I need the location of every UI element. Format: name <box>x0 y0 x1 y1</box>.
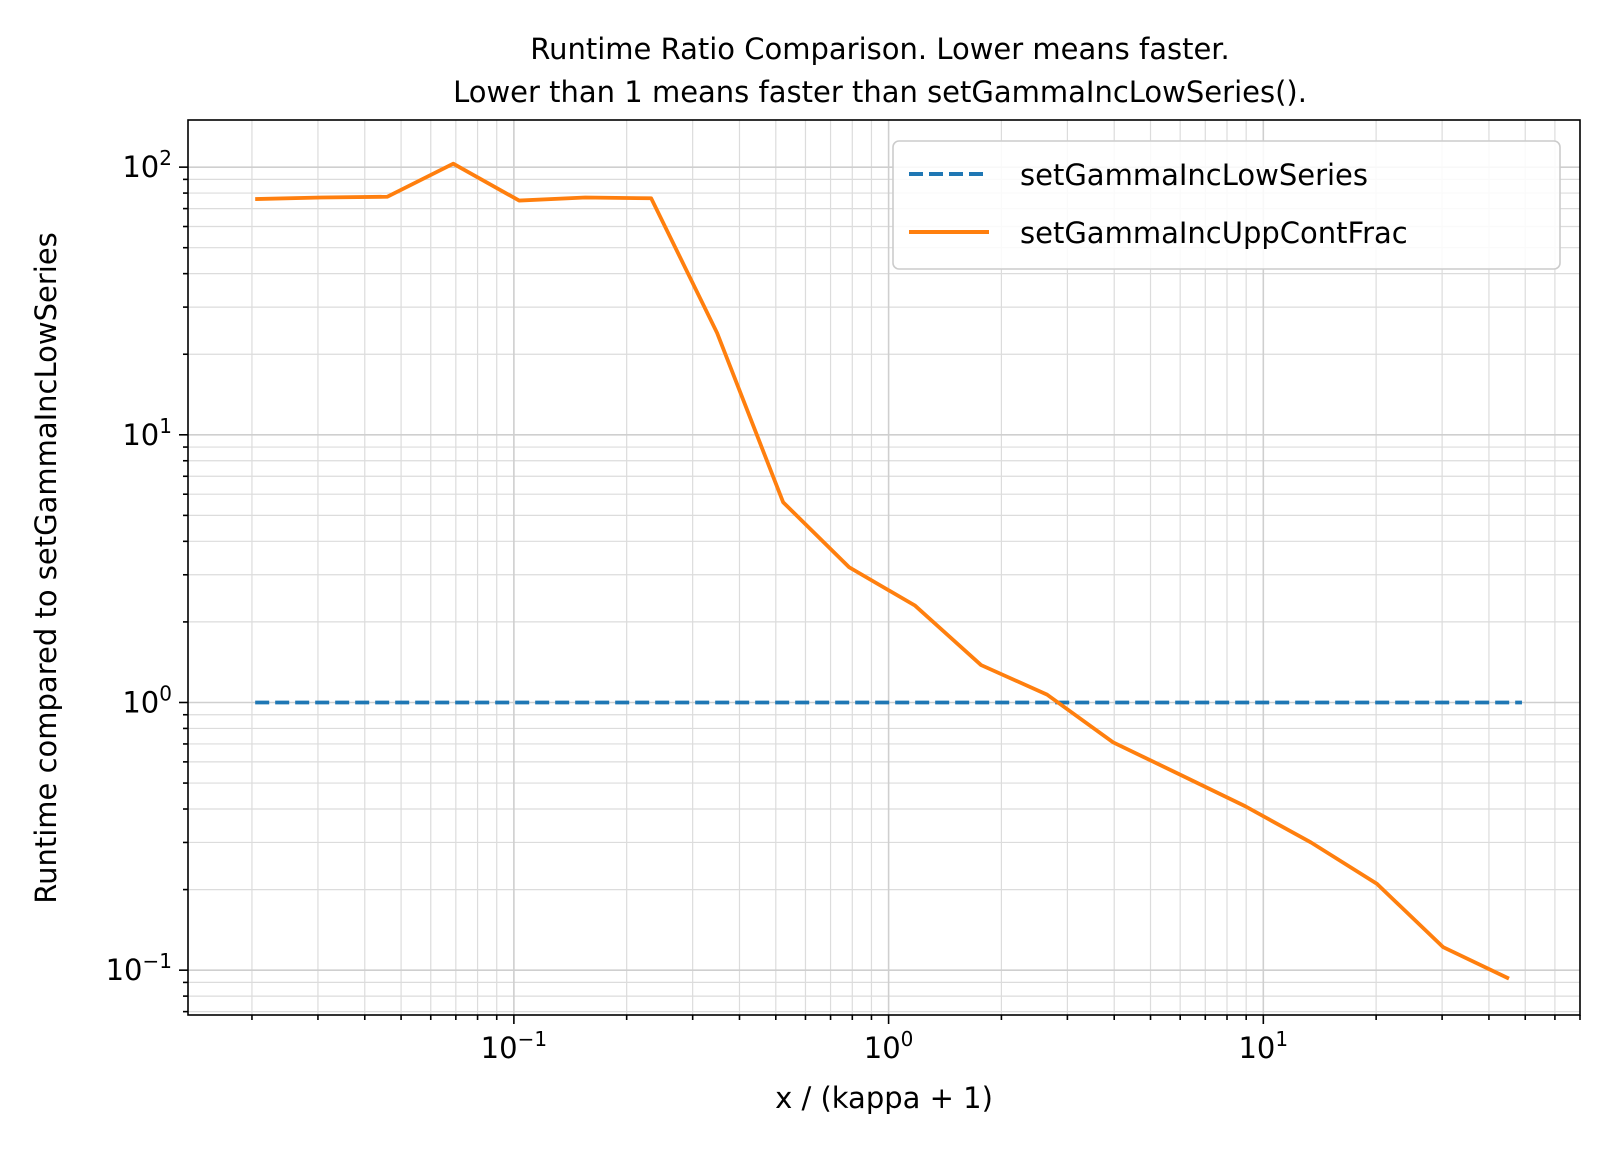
y-tick-label-base: 10 <box>122 418 159 452</box>
x-tick-label-exponent: 1 <box>1275 1027 1288 1051</box>
x-tick-label: 100 <box>864 1027 914 1065</box>
y-tick-label-exponent: 1 <box>159 414 172 438</box>
y-axis-label: Runtime compared to setGammaIncLowSeries <box>29 232 63 904</box>
x-tick-label-base: 10 <box>1238 1031 1275 1065</box>
x-tick-label: 101 <box>1238 1027 1288 1065</box>
legend: setGammaIncLowSeries setGammaIncUppContF… <box>892 140 1561 270</box>
chart-title-line-1: Runtime Ratio Comparison. Lower means fa… <box>530 32 1230 66</box>
y-tick-label-base: 10 <box>106 953 143 987</box>
x-tick-label-base: 10 <box>864 1031 901 1065</box>
y-tick-label: 102 <box>122 146 172 184</box>
y-tick-label-base: 10 <box>122 685 159 719</box>
y-tick-label-exponent: 2 <box>159 146 172 170</box>
plot-frame <box>187 119 1581 1016</box>
series-line-setGammaIncUppContFrac <box>255 161 1510 981</box>
x-tick-label-base: 10 <box>481 1031 518 1065</box>
series-layer <box>255 161 1522 981</box>
x-tick-label: 10−1 <box>481 1027 547 1065</box>
minor-grid <box>188 120 1581 1015</box>
x-axis-label: x / (kappa + 1) <box>775 1081 993 1115</box>
y-tick-label-exponent: −1 <box>143 949 172 973</box>
y-tick-label: 10−1 <box>106 949 172 987</box>
y-tick-label-base: 10 <box>122 150 159 184</box>
y-tick-label: 100 <box>122 681 172 719</box>
legend-label-setGammaIncUppContFrac: setGammaIncUppContFrac <box>1020 216 1408 250</box>
y-tick-label-exponent: 0 <box>159 681 172 705</box>
legend-box <box>892 140 1561 270</box>
legend-label-setGammaIncLowSeries: setGammaIncLowSeries <box>1020 158 1368 192</box>
chart-title-line-2: Lower than 1 means faster than setGammaI… <box>453 75 1307 109</box>
y-tick-label: 101 <box>122 414 172 452</box>
x-tick-label-exponent: 0 <box>901 1027 914 1051</box>
x-tick-label-exponent: −1 <box>518 1027 547 1051</box>
